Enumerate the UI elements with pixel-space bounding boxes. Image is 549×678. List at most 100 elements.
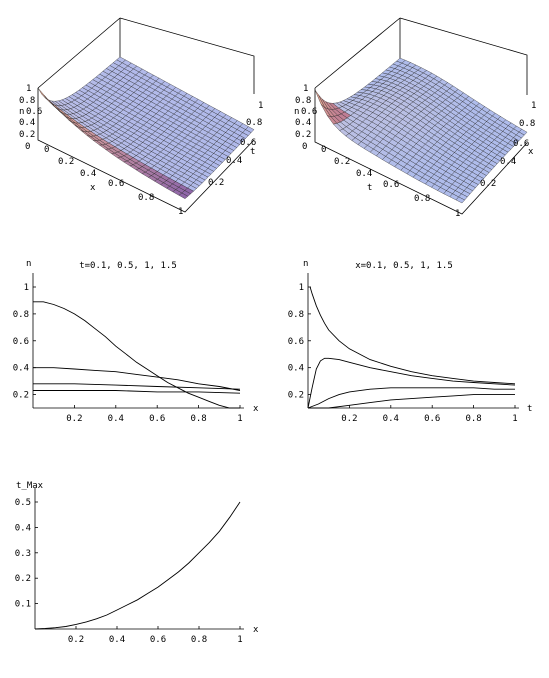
z-tick-label: 0.6 xyxy=(301,107,317,117)
surface-2-box-edge xyxy=(314,88,528,215)
z-axis-label: n xyxy=(19,107,24,117)
z-tick-label: 0 xyxy=(25,142,30,152)
x-tick-label: 0.8 xyxy=(190,414,206,424)
x-tick-label: 1 xyxy=(178,207,183,217)
surface-1-box-edge xyxy=(119,17,255,94)
y-tick-label: 0.5 xyxy=(15,498,31,508)
x-tick-label: 0.6 xyxy=(424,414,440,424)
t-tick-label: 0.4 xyxy=(226,156,242,166)
x-axis-label: t xyxy=(527,404,532,414)
x-tick-label: 0.6 xyxy=(150,635,166,645)
y-tick-label: 0.6 xyxy=(288,337,304,347)
surface-plot-1: 10.8n 0.60.40.20 00.20.4x 0.60.810.20.40.6t… xyxy=(19,17,263,217)
z-tick-label: 0.2 xyxy=(19,130,35,140)
x-tick-label: 1 xyxy=(237,635,242,645)
x-tick-label: 0.8 xyxy=(465,414,481,424)
t-tick-label: 0.6 xyxy=(383,180,399,190)
t-axis-label: t xyxy=(250,147,255,157)
chart-title: t=0.1, 0.5, 1, 1.5 xyxy=(79,261,177,271)
y-tick-label: 0.2 xyxy=(288,391,304,401)
series-line-2 xyxy=(307,357,516,409)
t-tick-label: 0.8 xyxy=(246,118,262,128)
x-axis-label: x xyxy=(253,625,259,635)
z-tick-label: 0.8 xyxy=(19,96,35,106)
z-tick-label: 0.6 xyxy=(26,107,42,117)
z-tick-label: 0.4 xyxy=(295,118,311,128)
line-plot-2: 0.2 0.4 0.6 0.8 1 0.2 0.4 0.6 0.8 1 x=0.1, 0.5, 1,… xyxy=(288,259,533,424)
x-tick-label: 0.4 xyxy=(500,157,516,167)
x-tick-label: 0.2 xyxy=(341,414,357,424)
x-tick-label: 0.2 xyxy=(58,157,74,167)
t-tick-label: 1 xyxy=(258,101,263,111)
t-tick-label: 1 xyxy=(455,209,460,219)
y-axis-label: t_Max xyxy=(16,481,44,491)
y-tick-label: 0.3 xyxy=(15,549,31,559)
surface-patch xyxy=(314,89,325,108)
t-tick-label: 0.4 xyxy=(356,169,372,179)
t-tick-label: 0.6 xyxy=(240,138,256,148)
x-tick-label: 0 xyxy=(44,145,49,155)
x-tick-label: 0.2 xyxy=(66,414,82,424)
t-tick-label: 0.2 xyxy=(208,178,224,188)
y-tick-label: 0.4 xyxy=(288,364,304,374)
x-tick-label: 0.6 xyxy=(108,179,124,189)
chart-title: x=0.1, 0.5, 1, 1.5 xyxy=(355,261,453,271)
z-axis-label: n xyxy=(294,107,299,117)
y-tick-label: 0.2 xyxy=(13,391,29,401)
x-tick-label: 0.4 xyxy=(383,414,399,424)
series-line-3 xyxy=(307,387,515,409)
series-line-1 xyxy=(33,301,240,409)
z-tick-label: 0.2 xyxy=(295,130,311,140)
x-axis-label: x xyxy=(90,183,96,193)
z-tick-label: 0.4 xyxy=(19,118,35,128)
z-tick-label: 0.8 xyxy=(295,96,311,106)
surface-1-mesh xyxy=(37,56,255,199)
y-tick-label: 0.6 xyxy=(13,337,29,347)
x-axis-label: x xyxy=(253,404,259,414)
y-tick-label: 1 xyxy=(24,283,29,293)
y-tick-label: 0.2 xyxy=(15,574,31,584)
series-line-2 xyxy=(33,367,241,391)
x-tick-label: 0.4 xyxy=(109,635,125,645)
series-line-4 xyxy=(308,394,515,409)
x-tick-label: 1 xyxy=(531,101,536,111)
surface-1-box-edge xyxy=(37,17,121,89)
series-line-1 xyxy=(309,286,516,385)
surface-plot-2: 10.8n 0.60.40.20 00.20.4t 0.60.810.20.40.6x… xyxy=(294,17,536,219)
surface-2-box-edge xyxy=(399,17,528,95)
surface-2-box-edge xyxy=(314,17,401,89)
x-axis-label: x xyxy=(528,147,534,157)
series-line-3 xyxy=(33,383,241,390)
y-tick-label: 0.8 xyxy=(13,310,29,320)
y-tick-label: 1 xyxy=(299,283,304,293)
t-tick-label: 0.2 xyxy=(334,157,350,167)
surface-1-box-edge xyxy=(37,88,255,213)
t-axis-label: t xyxy=(367,183,372,193)
t-tick-label: 0.8 xyxy=(414,194,430,204)
x-tick-label: 0.6 xyxy=(149,414,165,424)
line-plot-1: 0.2 0.4 0.6 0.8 1 0.2 0.4 0.6 0.8 1 t=0.1, 0.5, 1,… xyxy=(13,259,259,424)
x-tick-label: 1 xyxy=(512,414,517,424)
x-tick-label: 0.2 xyxy=(480,179,496,189)
z-tick-label: 0 xyxy=(302,142,307,152)
y-tick-label: 0.1 xyxy=(15,600,31,610)
y-axis-label: n xyxy=(26,259,31,269)
series-line-1 xyxy=(34,501,241,630)
z-tick-label: 1 xyxy=(26,84,31,94)
surface-patch xyxy=(37,87,48,101)
series-line-4 xyxy=(33,390,241,394)
x-tick-label: 0.8 xyxy=(191,635,207,645)
x-tick-label: 1 xyxy=(237,414,242,424)
x-tick-label: 0.4 xyxy=(108,414,124,424)
x-tick-label: 0.2 xyxy=(68,635,84,645)
t-tick-label: 0 xyxy=(321,145,326,155)
y-tick-label: 0.4 xyxy=(15,523,31,533)
surface-2-mesh xyxy=(314,57,528,204)
x-tick-label: 0.8 xyxy=(138,193,154,203)
x-tick-label: 0.8 xyxy=(519,119,535,129)
y-tick-label: 0.4 xyxy=(13,364,29,374)
x-tick-label: 0.4 xyxy=(80,169,96,179)
x-tick-label: 0.6 xyxy=(513,139,529,149)
